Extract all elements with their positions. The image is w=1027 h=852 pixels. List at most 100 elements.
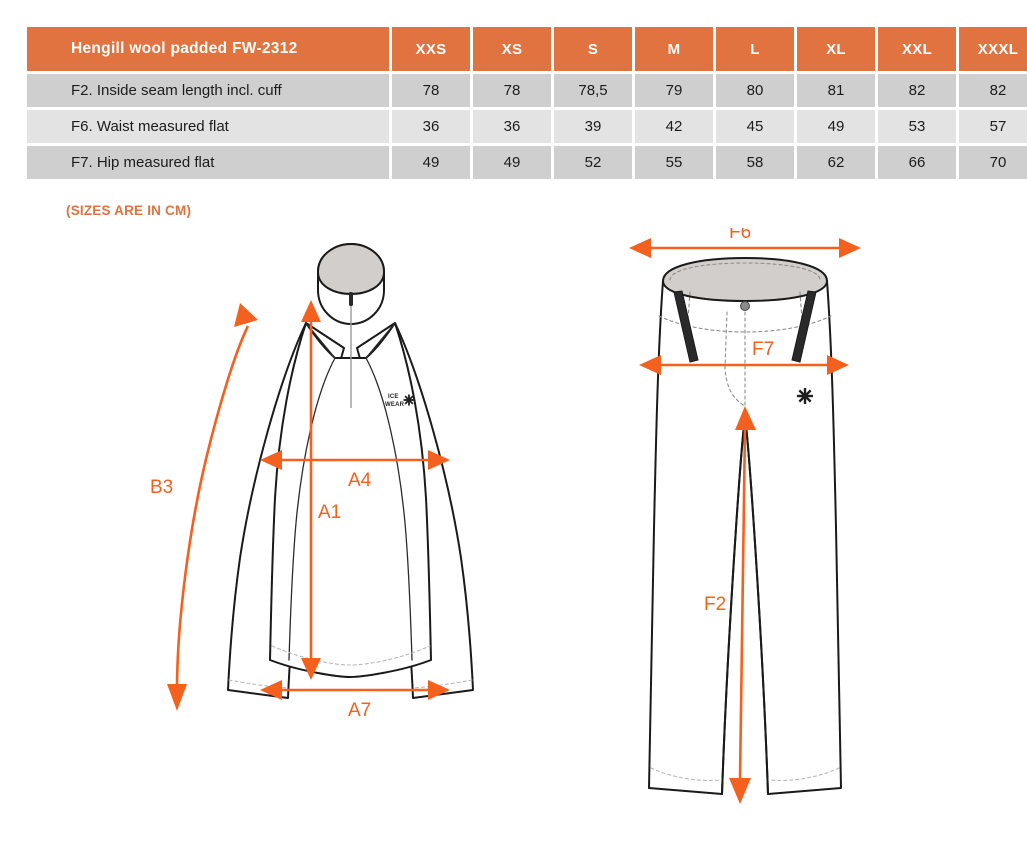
measure-a1-label: A1 (318, 502, 341, 523)
measure-f2-arrow-bottom (729, 778, 751, 804)
size-header-s: S (554, 27, 632, 71)
sweater-illustration: ICE WEAR B3 A4 (150, 243, 474, 721)
pants-body (648, 280, 842, 795)
measurement-value: 55 (635, 146, 713, 179)
measure-a1-arrow-top (301, 300, 321, 322)
measurement-value: 82 (959, 74, 1027, 107)
measure-f2: F2 (704, 406, 756, 804)
size-header-m: M (635, 27, 713, 71)
measurement-value: 78 (473, 74, 551, 107)
pants-pocket-left (673, 290, 699, 363)
ice-wear-logo: ICE WEAR (385, 394, 415, 408)
measure-a4-arrow-left (260, 450, 282, 470)
measurement-label: F2. Inside seam length incl. cuff (27, 74, 389, 107)
measure-f2-line (738, 427, 747, 781)
measurement-value: 79 (635, 74, 713, 107)
pants-inseam-left (721, 415, 746, 795)
measurement-value: 62 (797, 146, 875, 179)
table-row: F7. Hip measured flat 49 49 52 55 58 62 … (27, 146, 1027, 179)
measurement-value: 52 (554, 146, 632, 179)
measure-f7-label: F7 (752, 339, 774, 360)
pants-button (740, 301, 750, 311)
illustrations-area: ICE WEAR B3 A4 (0, 228, 1027, 852)
size-chart-table: Hengill wool padded FW-2312 XXS XS S M L… (24, 24, 1027, 182)
sweater-shoulder-right (365, 322, 396, 359)
snowflake-icon (403, 394, 415, 406)
measurement-value: 78 (392, 74, 470, 107)
snowflake-icon (797, 388, 813, 404)
measurement-label: F7. Hip measured flat (27, 146, 389, 179)
measure-b3-arrow-top (234, 303, 258, 327)
pants-belt-loop-left (687, 291, 691, 321)
measure-f6-label: F6 (729, 228, 751, 243)
sweater-collar-opening (317, 243, 385, 295)
measurement-value: 81 (797, 74, 875, 107)
measurement-label: F6. Waist measured flat (27, 110, 389, 143)
sweater-hem-stitch (271, 645, 431, 666)
sweater-raglan-left (288, 357, 336, 661)
pants-hem-stitch-left (650, 767, 721, 781)
measure-a1-arrow-bottom (301, 658, 321, 680)
measure-f7-arrow-left (639, 355, 661, 375)
measure-f6-arrow-right (839, 238, 861, 258)
measure-a7-arrow-right (428, 680, 450, 700)
measure-a7: A7 (260, 680, 450, 721)
pants-waistband-inner-stitch (669, 262, 821, 281)
sweater-raglan-right (365, 357, 413, 661)
logo-text-wear: WEAR (385, 402, 405, 408)
measure-f7: F7 (639, 339, 849, 375)
measure-a4-label: A4 (348, 470, 372, 491)
pants-fly-curve (724, 311, 746, 407)
sweater-right-cuff-stitch (412, 679, 473, 689)
pants-hem-stitch-right (769, 767, 840, 781)
measurement-value: 66 (878, 146, 956, 179)
size-header-xxl: XXL (878, 27, 956, 71)
measure-f7-arrow-right (827, 355, 849, 375)
measurement-value: 49 (797, 110, 875, 143)
sweater-zipper-pull (349, 292, 353, 306)
measure-a4: A4 (260, 450, 450, 491)
measurement-value: 58 (716, 146, 794, 179)
measure-a4-arrow-right (428, 450, 450, 470)
measure-a1: A1 (301, 300, 341, 680)
measurement-value: 49 (473, 146, 551, 179)
pants-illustration: F6 F7 F2 (629, 228, 861, 804)
table-row: F6. Waist measured flat 36 36 39 42 45 4… (27, 110, 1027, 143)
measurement-value: 49 (392, 146, 470, 179)
measure-f2-arrow-top (735, 406, 756, 430)
table-header-row: Hengill wool padded FW-2312 XXS XS S M L… (27, 27, 1027, 71)
size-header-l: L (716, 27, 794, 71)
size-header-xxs: XXS (392, 27, 470, 71)
pants-inseam-right (744, 415, 769, 795)
measurement-value: 78,5 (554, 74, 632, 107)
measurement-value: 53 (878, 110, 956, 143)
measurement-value: 82 (878, 74, 956, 107)
sweater-left-cuff-stitch (228, 679, 289, 689)
table-title-cell: Hengill wool padded FW-2312 (27, 27, 389, 71)
pants-waistband-opening (662, 257, 828, 302)
measure-f6-arrow-left (629, 238, 651, 258)
measurement-value: 36 (473, 110, 551, 143)
measurement-value: 39 (554, 110, 632, 143)
pants-belt-loop-right (799, 291, 803, 321)
logo-text-ice: ICE (388, 394, 399, 400)
measure-a7-label: A7 (348, 700, 371, 721)
measure-b3-arrow-bottom (167, 684, 187, 711)
measurement-value: 80 (716, 74, 794, 107)
measure-b3: B3 (150, 303, 258, 711)
measure-b3-label: B3 (150, 477, 173, 498)
table-row: F2. Inside seam length incl. cuff 78 78 … (27, 74, 1027, 107)
pants-pocket-right (791, 290, 817, 363)
units-note: (SIZES ARE IN CM) (66, 203, 192, 218)
measurement-value: 42 (635, 110, 713, 143)
measurement-value: 57 (959, 110, 1027, 143)
measure-b3-line (175, 325, 250, 691)
measurement-value: 70 (959, 146, 1027, 179)
size-header-xxxl: XXXL (959, 27, 1027, 71)
size-header-xl: XL (797, 27, 875, 71)
measurement-value: 45 (716, 110, 794, 143)
measure-f2-label: F2 (704, 594, 726, 615)
measure-f6: F6 (629, 228, 861, 258)
measurement-value: 36 (392, 110, 470, 143)
measure-a7-arrow-left (260, 680, 282, 700)
